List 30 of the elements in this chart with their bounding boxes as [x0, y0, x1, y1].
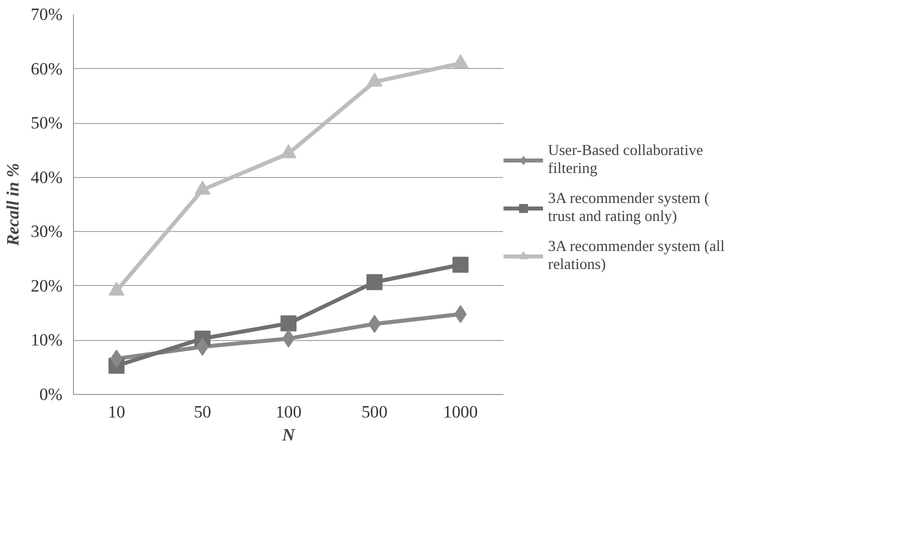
y-tick-label: 60%	[30, 59, 63, 78]
x-tick-label: 100	[276, 402, 302, 422]
y-tick-label: 50%	[30, 114, 63, 133]
point	[368, 314, 381, 333]
point	[196, 338, 209, 356]
point	[280, 315, 296, 332]
point	[452, 256, 468, 273]
x-tick-label: 50	[194, 402, 212, 422]
x-axis-title: N	[281, 426, 296, 444]
point	[194, 180, 210, 195]
x-tick-label: 1000	[443, 402, 478, 422]
point	[454, 305, 467, 324]
y-tick-label: 10%	[30, 330, 63, 350]
point	[452, 54, 468, 68]
point	[366, 274, 382, 290]
point	[280, 144, 296, 158]
legend-label: 3A recommender system (all relations)	[548, 238, 725, 274]
y-axis-title: Recall in %	[4, 163, 23, 247]
point	[110, 350, 123, 368]
legend-label: User-Based collaborative filtering	[548, 142, 704, 178]
y-tick-label: 40%	[30, 168, 63, 187]
y-tick-label: 20%	[30, 276, 63, 296]
point	[366, 72, 382, 87]
y-tick-label: 30%	[30, 222, 63, 242]
legend-label: 3A recommender system ( trust and rating only)	[548, 190, 710, 226]
y-tick-label: 70%	[30, 5, 63, 24]
x-tick-label: 500	[362, 402, 388, 422]
x-tick-label: 10	[108, 402, 126, 422]
y-tick-label: 0%	[39, 385, 63, 404]
point	[282, 330, 295, 348]
